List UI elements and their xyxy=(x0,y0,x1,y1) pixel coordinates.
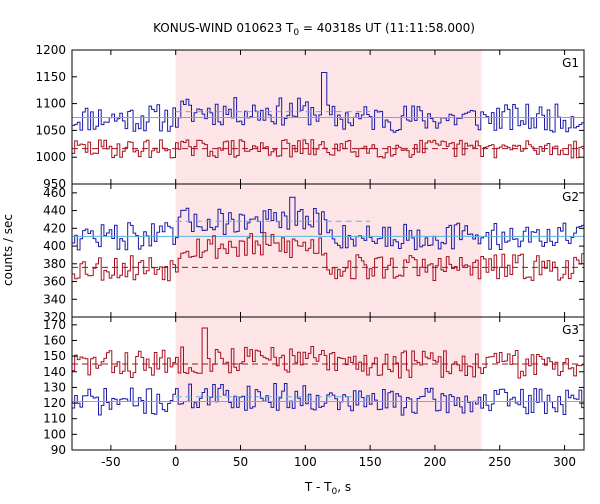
ytick-label-G2-380: 380 xyxy=(43,257,66,271)
xtick-label-100: 100 xyxy=(294,455,317,469)
highlight-band-G1 xyxy=(175,50,482,184)
xtick-label-50: 50 xyxy=(233,455,248,469)
panel-label-G1: G1 xyxy=(562,56,579,70)
x-axis-label: T - T0, s xyxy=(304,480,351,497)
ytick-label-G2-420: 420 xyxy=(43,221,66,235)
ytick-label-G2-360: 360 xyxy=(43,275,66,289)
highlight-band-G2 xyxy=(175,184,482,317)
ytick-label-G2-320: 320 xyxy=(43,310,66,324)
ytick-label-G3-150: 150 xyxy=(43,349,66,363)
series-1-G2 xyxy=(72,232,584,282)
highlight-band-G3 xyxy=(175,317,482,450)
ytick-label-G1-1200: 1200 xyxy=(35,43,66,57)
ytick-label-G2-400: 400 xyxy=(43,239,66,253)
xtick-label-300: 300 xyxy=(553,455,576,469)
series-0-G3 xyxy=(72,383,584,416)
ytick-label-G1-1100: 1100 xyxy=(35,97,66,111)
xtick-label-150: 150 xyxy=(359,455,382,469)
xtick-label--50: -50 xyxy=(101,455,121,469)
panel-frame-G3 xyxy=(71,316,585,451)
panel-label-G3: G3 xyxy=(562,323,579,337)
xtick-label-0: 0 xyxy=(172,455,180,469)
chart-title: KONUS-WIND 010623 T0 = 40318s UT (11:11:… xyxy=(153,21,475,38)
ytick-label-G1-1000: 1000 xyxy=(35,150,66,164)
ytick-label-G2-460: 460 xyxy=(43,186,66,200)
panel-label-G2: G2 xyxy=(562,190,579,204)
ytick-label-G3-130: 130 xyxy=(43,380,66,394)
ytick-label-G2-340: 340 xyxy=(43,292,66,306)
panels-group: 95010001050110011501200G1320340360380400… xyxy=(35,43,585,469)
ytick-label-G3-110: 110 xyxy=(43,412,66,426)
xtick-label-250: 250 xyxy=(488,455,511,469)
ytick-label-G1-1150: 1150 xyxy=(35,70,66,84)
ytick-label-G2-440: 440 xyxy=(43,204,66,218)
ytick-label-G3-140: 140 xyxy=(43,365,66,379)
ytick-label-G3-170: 170 xyxy=(43,318,66,332)
ytick-label-G1-950: 950 xyxy=(43,177,66,191)
ytick-label-G1-1050: 1050 xyxy=(35,123,66,137)
ytick-label-G3-90: 90 xyxy=(51,443,66,457)
ytick-label-G3-120: 120 xyxy=(43,396,66,410)
ytick-label-G3-160: 160 xyxy=(43,333,66,347)
xtick-label-200: 200 xyxy=(423,455,446,469)
series-1-G3 xyxy=(72,327,584,379)
series-0-G1 xyxy=(72,72,584,133)
ytick-label-G3-100: 100 xyxy=(43,427,66,441)
series-0-G2 xyxy=(72,196,584,251)
y-axis-label: counts / sec xyxy=(1,214,15,286)
series-1-G1 xyxy=(72,139,584,159)
